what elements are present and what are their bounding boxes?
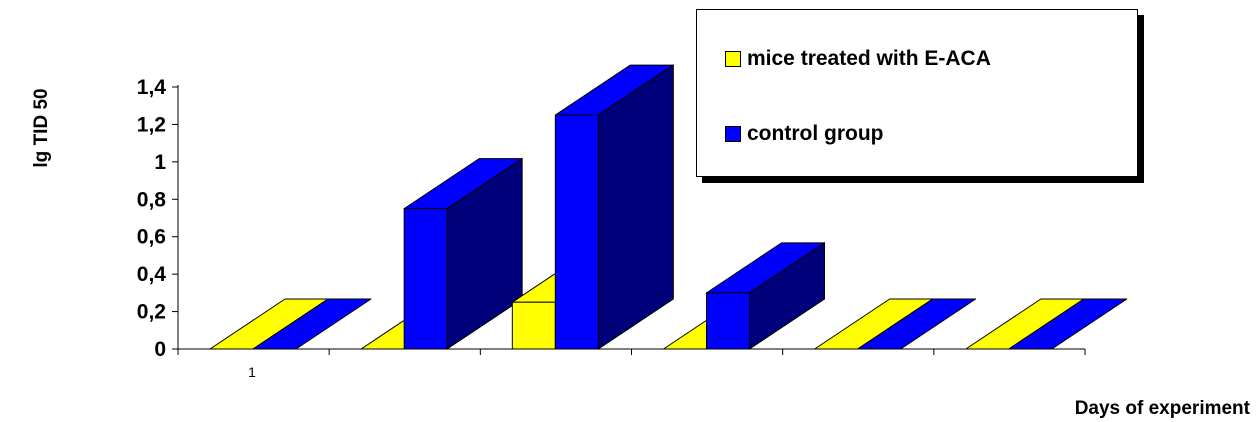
y-tick-label: 0 — [154, 338, 166, 361]
legend-swatch-blue — [725, 126, 741, 142]
y-axis-title: lg TID 50 — [31, 88, 52, 167]
y-tick-label: 0,4 — [137, 263, 167, 286]
control-bar-3-front — [554, 114, 599, 350]
y-tick-label: 1,4 — [137, 76, 167, 99]
legend-swatch-yellow — [725, 51, 741, 67]
treated-bar-3-front — [511, 301, 556, 350]
y-tick-label: 1,2 — [137, 113, 166, 136]
y-tick-label: 0,8 — [137, 188, 167, 211]
legend-item-control: control group — [725, 122, 883, 146]
y-tick-label: 0,6 — [137, 226, 166, 249]
control-bar-2-front — [403, 208, 448, 350]
control-bar-4-front — [706, 292, 750, 350]
legend-label-treated: mice treated with E-ACA — [747, 47, 991, 70]
control-bar-6-top — [1008, 298, 1128, 350]
x-axis-title: Days of experiment — [1075, 398, 1251, 419]
y-tick-label: 0,2 — [137, 301, 166, 324]
control-bar-1-top — [252, 298, 372, 350]
x-tick-label: 1 — [248, 364, 256, 380]
legend-item-treated: mice treated with E-ACA — [725, 47, 991, 71]
plot-area: 0 0,2 0,4 0,6 0,8 1 1,2 1,4 1 — [137, 64, 1128, 380]
legend-label-control: control group — [747, 122, 884, 145]
y-tick-label: 1 — [154, 151, 166, 174]
control-bar-3-side — [597, 64, 674, 350]
control-bar-5-top — [857, 298, 977, 350]
legend: mice treated with E-ACA control group — [696, 9, 1138, 177]
